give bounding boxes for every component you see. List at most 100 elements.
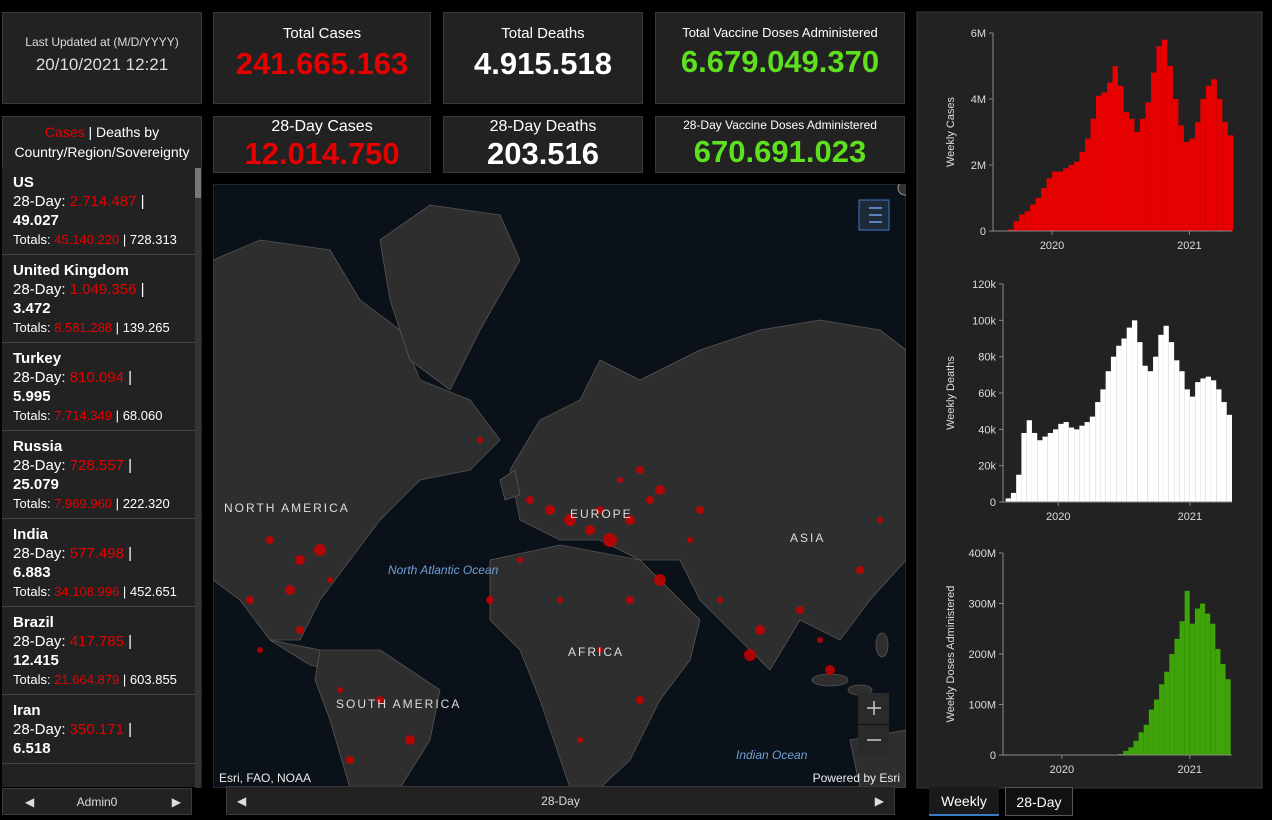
case-dot[interactable] [314,544,326,556]
bar [1137,342,1143,502]
expand-button[interactable] [897,184,906,196]
case-dot[interactable] [557,597,563,603]
separator: | [122,584,127,599]
case-dot[interactable] [564,514,576,526]
country-name: Russia [13,438,63,455]
bar [1123,112,1129,231]
case-dot[interactable] [696,506,704,514]
kpi-title: 28-Day Deaths [489,118,597,135]
case-dot[interactable] [796,606,804,614]
case-dot[interactable] [717,597,723,603]
prev-button[interactable]: ◀ [237,794,247,808]
bar [1221,402,1227,502]
case-dot[interactable] [346,756,354,764]
tab[interactable]: Weekly [929,787,999,816]
case-dot[interactable] [296,626,304,634]
case-dot[interactable] [517,557,523,563]
deaths-28: 6.883 [13,564,51,581]
case-dot[interactable] [257,647,263,653]
totals-label: Totals: [13,584,51,599]
bar [1118,753,1124,755]
country-item[interactable]: India 28-Day: 577.498 | 6.883 Totals: 34.10… [2,519,202,607]
case-dot[interactable] [654,574,666,586]
day28-label: 28-Day: [13,281,66,298]
case-dot[interactable] [596,506,604,514]
case-dot[interactable] [687,537,693,543]
case-dot[interactable] [295,555,305,565]
case-dot[interactable] [477,437,483,443]
case-dot[interactable] [246,596,254,604]
deaths-28: 25.079 [13,476,59,493]
total-deaths: 603.855 [129,672,177,687]
bar [1150,72,1157,231]
day28-label: 28-Day: [13,721,66,738]
cases-28: 350.171 [69,721,124,738]
case-dot[interactable] [636,466,644,474]
bar [1163,325,1169,502]
tab[interactable]: 28-Day [1005,787,1073,816]
case-dot[interactable] [646,496,654,504]
case-dot[interactable] [577,737,583,743]
next-button[interactable]: ▶ [171,795,181,809]
case-dot[interactable] [617,477,623,483]
bar [1205,613,1211,755]
next-button[interactable]: ▶ [874,794,884,808]
case-dot[interactable] [655,485,665,495]
separator: | [128,545,133,562]
case-dot[interactable] [337,687,343,693]
list-footer-label: Admin0 [76,795,118,809]
country-name: Turkey [13,350,62,367]
map-label: SOUTH AMERICA [336,697,461,711]
case-dot[interactable] [526,496,534,504]
case-dot[interactable] [755,625,765,635]
case-dot[interactable] [636,696,644,704]
case-dot[interactable] [825,665,835,675]
country-item[interactable]: Brazil 28-Day: 417.785 | 12.415 Totals: 21.… [2,607,202,695]
case-dot[interactable] [744,649,756,661]
case-dot[interactable] [597,647,603,653]
map-label: NORTH AMERICA [224,501,350,515]
kpi-value: 670.691.023 [693,134,867,169]
case-dot[interactable] [856,566,864,574]
bar [1133,740,1139,755]
case-dot[interactable] [376,696,384,704]
total-cases: 7.714.349 [54,408,113,423]
bar [1010,492,1017,502]
case-dot[interactable] [285,585,295,595]
case-dot[interactable] [817,637,823,643]
map[interactable]: NORTH AMERICA EUROPE ASIA AFRICA SOUTH A… [213,184,906,788]
case-dot[interactable] [877,517,883,523]
bar [1200,603,1206,755]
x-tick-label: 2020 [1040,240,1064,252]
y-tick-label: 80k [978,352,996,364]
bar [1158,334,1164,502]
bar [1161,39,1168,231]
case-dot[interactable] [266,536,274,544]
case-dot[interactable] [626,596,634,604]
case-dot[interactable] [625,515,635,525]
separator: | [140,281,145,298]
y-tick-label: 60k [978,388,996,400]
case-dot[interactable] [327,577,333,583]
chart-panel [916,11,1263,789]
case-dot[interactable] [603,533,617,547]
bar [1159,684,1165,755]
country-item[interactable]: Turkey 28-Day: 810.094 | 5.995 Totals: 7.71… [2,343,202,431]
kpi-value: 241.665.163 [235,46,409,81]
cases-28: 728.557 [69,457,124,474]
separator: | [115,320,120,335]
case-dot[interactable] [405,735,415,745]
landmass [213,204,906,788]
country-item[interactable]: United Kingdom 28-Day: 1.049.356 | 3.472 To… [2,255,202,343]
separator: | [115,496,120,511]
prev-button[interactable]: ◀ [25,795,35,809]
case-dot[interactable] [585,525,595,535]
y-tick-label: 4M [971,94,986,106]
country-item[interactable]: US 28-Day: 2.714.487 | 49.027 Totals: 45.14… [2,167,202,255]
country-item[interactable]: Russia 28-Day: 728.557 | 25.079 Totals: 7.9… [2,431,202,519]
list-header-cases[interactable]: Cases [44,124,85,140]
case-dot[interactable] [486,596,494,604]
separator: | [140,193,145,210]
case-dot[interactable] [545,505,555,515]
country-item[interactable]: Iran 28-Day: 350.171 | 6.518 [2,695,202,764]
